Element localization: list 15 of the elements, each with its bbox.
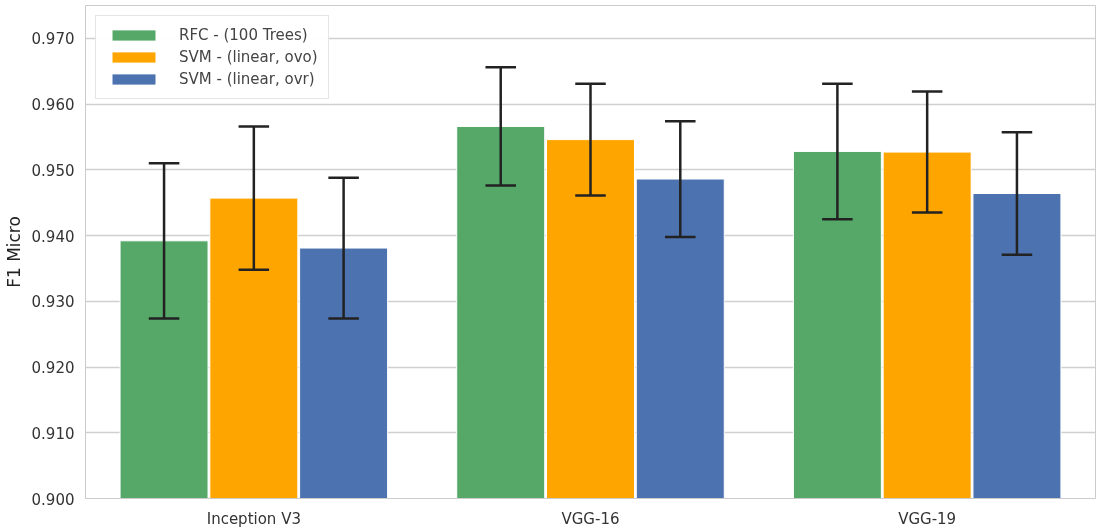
x-tick-label: VGG-19 — [898, 509, 957, 528]
legend-label: RFC - (100 Trees) — [179, 26, 308, 44]
y-tick-label: 0.920 — [31, 359, 75, 378]
y-tick-label: 0.970 — [31, 30, 75, 49]
y-tick-label: 0.930 — [31, 293, 75, 312]
x-tick-label: Inception V3 — [206, 509, 301, 528]
x-tick-label: VGG-16 — [561, 509, 620, 528]
y-axis-title: F1 Micro — [3, 216, 24, 288]
legend-label: SVM - (linear, ovo) — [179, 48, 318, 66]
y-tick-label: 0.910 — [31, 424, 75, 443]
y-tick-label: 0.940 — [31, 227, 75, 246]
y-tick-label: 0.960 — [31, 96, 75, 115]
y-tick-label: 0.950 — [31, 161, 75, 180]
y-tick-label: 0.900 — [31, 490, 75, 509]
legend-label: SVM - (linear, ovr) — [179, 70, 315, 88]
